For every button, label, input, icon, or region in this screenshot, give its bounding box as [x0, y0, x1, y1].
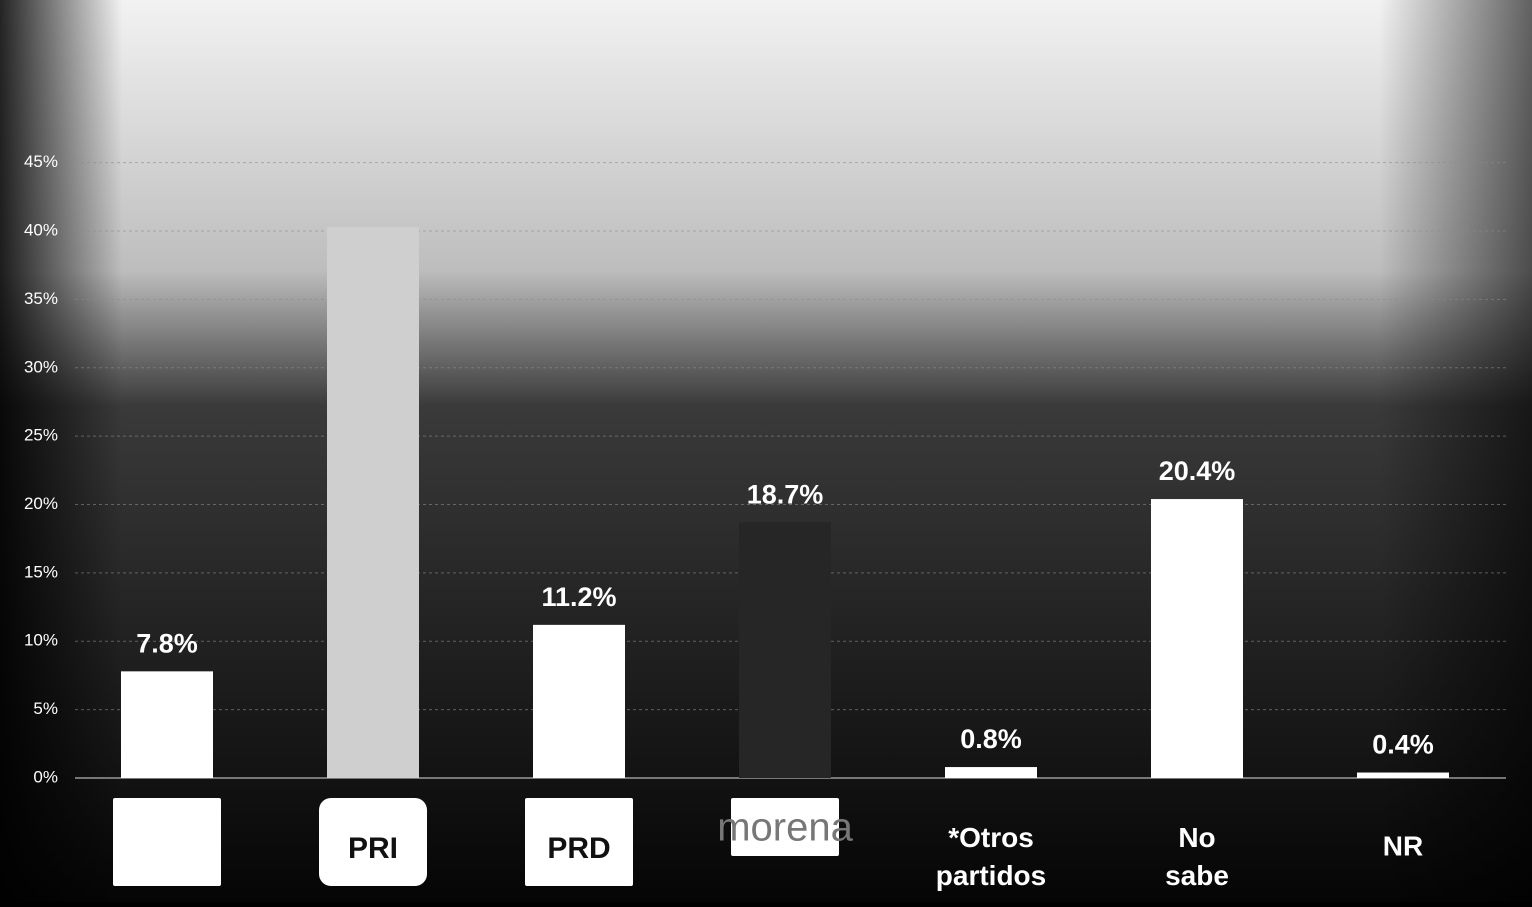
x-tick-label: No sabe — [1165, 822, 1229, 891]
value-label: 11.2% — [541, 582, 616, 612]
bar — [1151, 499, 1243, 778]
bar — [533, 624, 625, 778]
y-tick-label: 15% — [24, 562, 58, 581]
y-tick-label: 30% — [24, 357, 58, 376]
x-tick-label: morena — [717, 806, 853, 850]
y-tick-label: 40% — [24, 221, 58, 240]
logo-box — [731, 798, 839, 856]
logo-box — [113, 798, 221, 886]
bar — [121, 671, 213, 778]
bar — [1357, 772, 1449, 778]
value-label: 18.7% — [747, 479, 824, 509]
value-label: 20.4% — [1159, 456, 1236, 486]
y-tick-label: 5% — [33, 699, 58, 718]
y-tick-label: 20% — [24, 494, 58, 513]
value-label: 0.4% — [1372, 730, 1434, 760]
y-tick-label: 25% — [24, 426, 58, 445]
bar — [739, 522, 831, 778]
x-tick-label: PRI — [348, 832, 398, 865]
x-tick-label: PRD — [547, 832, 610, 865]
y-tick-label: 45% — [24, 152, 58, 171]
logo-box — [319, 798, 427, 886]
value-label: 7.8% — [136, 628, 198, 658]
bar — [327, 226, 419, 779]
value-label: 0.8% — [960, 724, 1022, 754]
y-tick-label: 0% — [33, 767, 58, 786]
bar — [945, 767, 1037, 778]
x-tick-label: NR — [1383, 830, 1423, 861]
logo-box — [525, 798, 633, 886]
y-tick-label: 10% — [24, 631, 58, 650]
x-tick-label: *Otros partidos — [936, 822, 1046, 891]
y-tick-label: 35% — [24, 289, 58, 308]
